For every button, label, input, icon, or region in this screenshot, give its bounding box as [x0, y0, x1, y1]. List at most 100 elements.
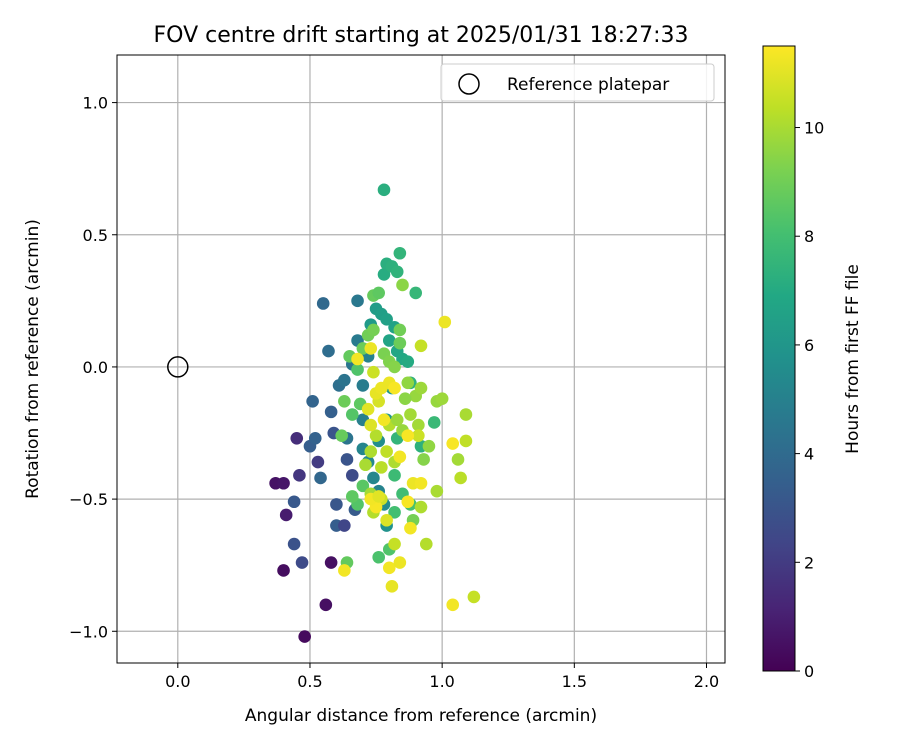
data-point [356, 379, 370, 392]
legend-box [440, 63, 715, 102]
data-point [287, 537, 301, 551]
x-axis-label: Angular distance from reference (arcmin) [245, 706, 597, 726]
data-point [316, 297, 330, 310]
data-point [388, 469, 401, 482]
x-tick-label: 1.5 [562, 672, 587, 691]
data-point [393, 336, 407, 350]
axis-ticks: 0.0 0.5 1.0 1.5 2.0 1.0 0.5 0.0 −0.5 −1.0 [69, 94, 719, 691]
data-point [422, 439, 436, 453]
data-point [377, 183, 391, 197]
data-point [290, 432, 304, 445]
grid [117, 55, 725, 663]
colorbar-tick-label: 2 [804, 553, 814, 572]
data-point [404, 521, 417, 535]
data-point [361, 402, 375, 416]
data-point [467, 590, 481, 604]
data-point [393, 323, 407, 337]
data-point [419, 537, 433, 551]
data-point [459, 408, 473, 421]
x-tick-label: 1.0 [429, 672, 454, 691]
data-point [388, 360, 401, 374]
colorbar-tick-label: 4 [804, 445, 814, 464]
x-tick-label: 2.0 [694, 672, 719, 691]
data-point [390, 265, 404, 279]
y-tick-label: 0.5 [83, 226, 108, 245]
data-point [388, 537, 401, 551]
reference-platepar-marker [167, 356, 189, 378]
data-point [314, 471, 327, 485]
data-point [345, 469, 359, 482]
data-point [277, 564, 290, 577]
data-point [351, 363, 364, 376]
data-point [377, 268, 391, 281]
data-point [367, 323, 380, 337]
data-point [338, 519, 351, 532]
data-point [409, 286, 423, 300]
colorbar-tick-label: 6 [804, 336, 814, 355]
colorbar-tick-label: 10 [804, 119, 824, 138]
legend-reference-marker [458, 73, 480, 95]
data-point [372, 550, 386, 564]
data-point [398, 392, 412, 405]
data-point [277, 476, 290, 490]
data-point [454, 471, 467, 485]
data-point [396, 278, 409, 292]
data-point [293, 469, 306, 482]
data-point [322, 344, 335, 358]
chart-title: FOV centre drift starting at 2025/01/31 … [154, 23, 689, 48]
data-point [446, 598, 460, 612]
data-point [401, 355, 415, 368]
data-point [393, 246, 407, 260]
data-point [393, 450, 407, 464]
data-point [324, 405, 338, 419]
data-point [393, 556, 407, 569]
data-point [319, 598, 333, 612]
data-point [414, 339, 428, 353]
data-point [451, 453, 465, 466]
data-point [446, 437, 460, 450]
data-point [414, 476, 428, 490]
data-point [380, 513, 393, 527]
data-point [330, 498, 343, 511]
data-point [306, 394, 319, 408]
data-point [435, 392, 449, 405]
data-point [388, 506, 401, 519]
data-point [369, 429, 383, 442]
data-point [412, 429, 425, 442]
data-point [338, 564, 351, 577]
data-point [311, 455, 325, 469]
data-point [324, 556, 338, 569]
data-point [287, 495, 301, 509]
data-point [404, 408, 417, 421]
data-point [345, 490, 359, 503]
reference-marker-layer [167, 356, 189, 378]
data-point [401, 495, 415, 509]
data-point [382, 561, 396, 575]
data-point [380, 313, 393, 326]
data-point [338, 394, 351, 408]
data-point [372, 490, 386, 503]
colorbar-tick-label: 8 [804, 227, 814, 246]
data-point [364, 418, 378, 432]
data-point [340, 453, 354, 466]
y-axis-label: Rotation from reference (arcmin) [23, 219, 43, 499]
data-point [377, 413, 391, 427]
data-point [401, 429, 415, 442]
data-point [438, 315, 452, 329]
data-point [372, 286, 386, 300]
plot-frame [116, 54, 726, 664]
data-point [414, 500, 428, 514]
data-point [335, 429, 348, 442]
y-tick-label: 1.0 [83, 94, 108, 113]
data-point [427, 416, 441, 429]
y-tick-label: 0.0 [83, 358, 108, 377]
colorbar-label: Hours from first FF file [843, 264, 863, 454]
legend: Reference platepar [440, 63, 715, 102]
data-point [417, 453, 430, 466]
data-point [367, 365, 380, 379]
data-point [459, 434, 473, 448]
data-point [390, 413, 404, 427]
data-point [375, 461, 388, 474]
data-point [380, 445, 393, 458]
data-point [364, 445, 378, 458]
